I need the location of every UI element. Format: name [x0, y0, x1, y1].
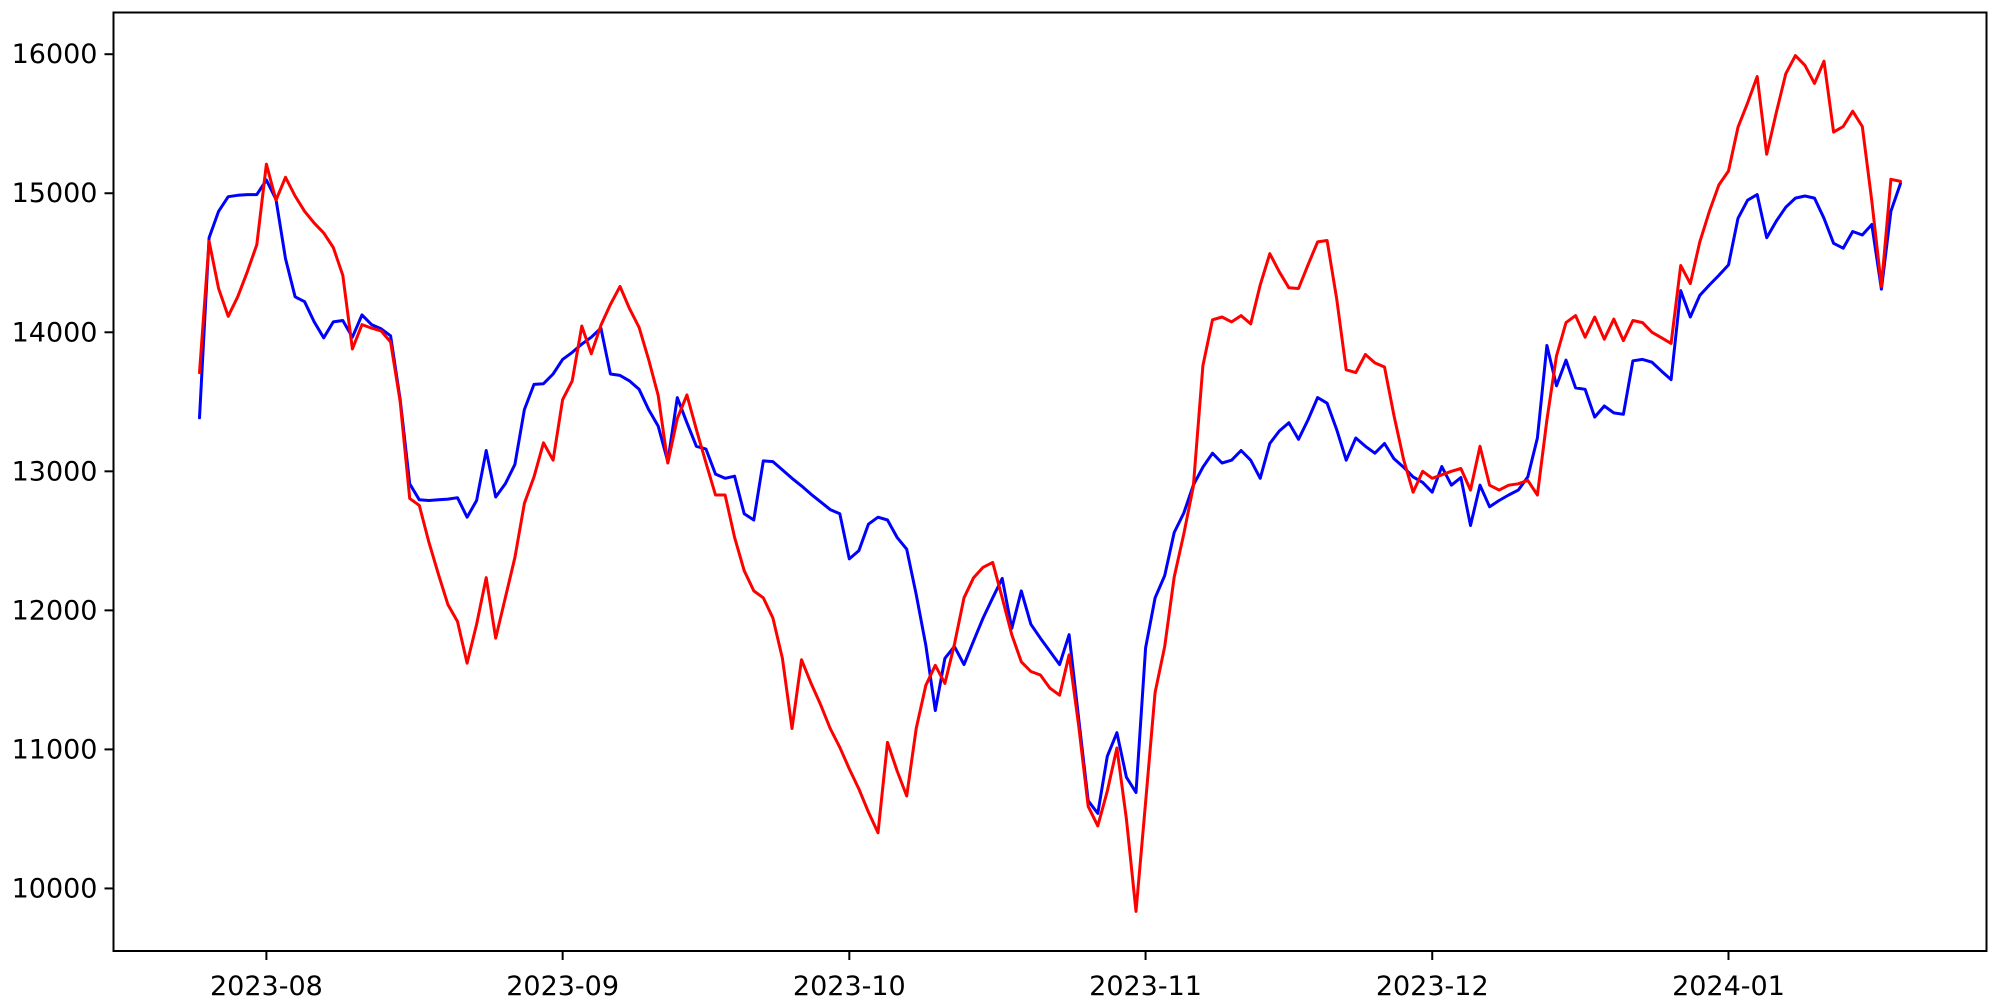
y-tick-label: 12000: [12, 595, 98, 626]
y-tick-label: 14000: [12, 317, 98, 348]
plot-border: [112, 11, 1988, 952]
y-tick-label: 16000: [12, 39, 98, 70]
y-tick-label: 15000: [12, 178, 98, 209]
x-tick-label: 2023-09: [506, 971, 619, 1000]
red-series-line: [198, 54, 1902, 913]
x-tick-label: 2023-12: [1376, 971, 1489, 1000]
x-tick-label: 2023-11: [1089, 971, 1202, 1000]
x-tick-label: 2023-10: [793, 971, 906, 1000]
y-tick-label: 10000: [12, 873, 98, 904]
y-tick-label: 11000: [12, 734, 98, 765]
y-tick-label: 13000: [12, 456, 98, 487]
x-tick-label: 2024-01: [1672, 971, 1785, 1000]
x-tick-label: 2023-08: [210, 971, 323, 1000]
blue-series-line: [198, 178, 1902, 815]
